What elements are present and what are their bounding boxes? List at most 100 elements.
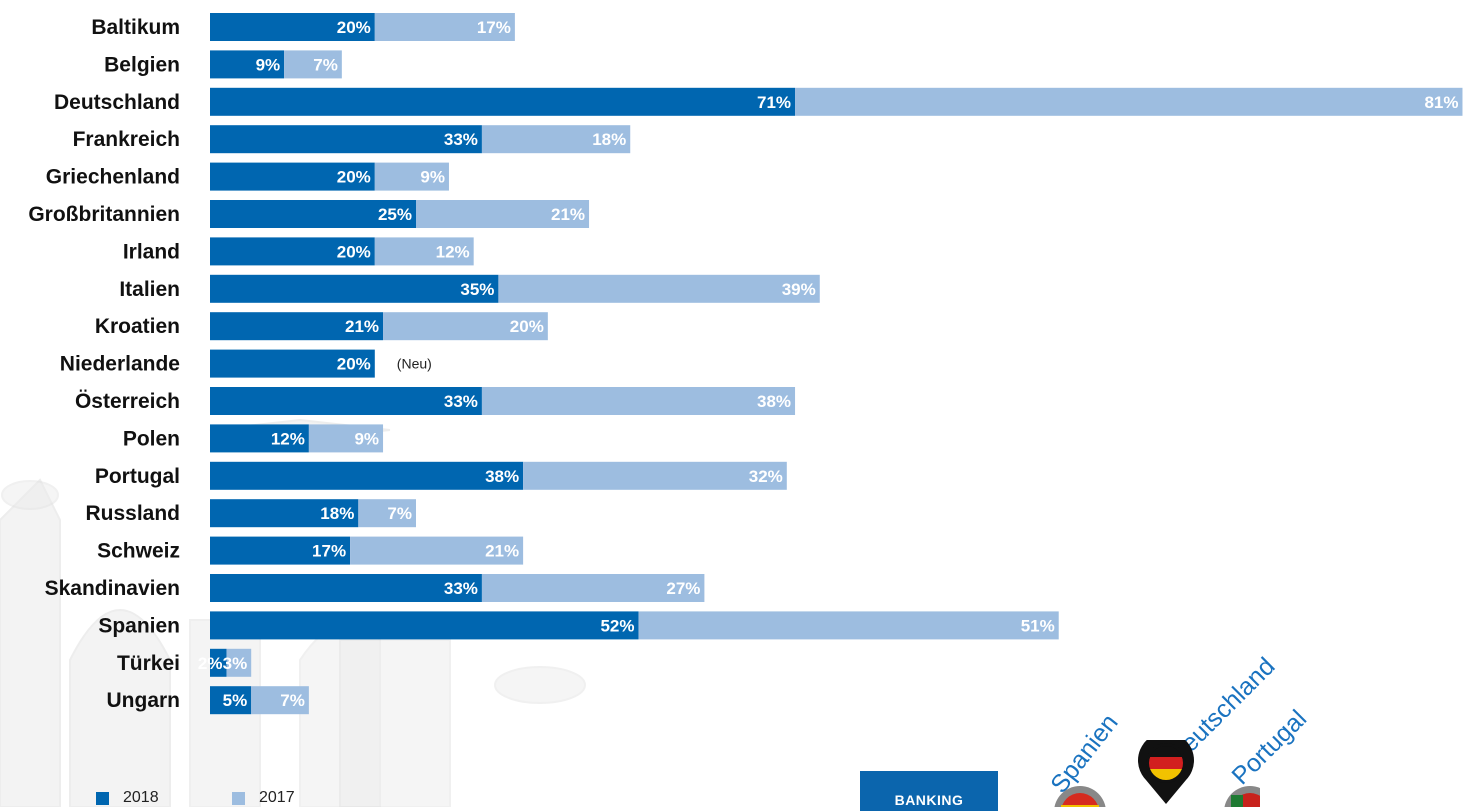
bar-2018-skandinavien xyxy=(210,574,482,602)
category-label: Deutschland xyxy=(54,91,180,114)
legend-swatch-2017 xyxy=(232,791,245,805)
bar-2017-italien xyxy=(498,274,820,303)
data-label-2018: 20% xyxy=(337,168,371,187)
category-label: Schweiz xyxy=(97,540,180,563)
bar-2017-spanien xyxy=(638,611,1059,640)
bar-2018-österreich xyxy=(210,387,482,415)
category-label: Niederlande xyxy=(60,353,180,376)
annotation-label: (Neu) xyxy=(397,356,432,372)
bar-2017-kroatien xyxy=(383,312,548,341)
data-label-2018: 71% xyxy=(757,93,791,112)
data-label-2017: 21% xyxy=(551,205,585,224)
category-label: Portugal xyxy=(95,465,180,488)
category-label: Griechenland xyxy=(46,166,180,189)
category-label: Ungarn xyxy=(107,689,181,712)
legend: 2018 2017 xyxy=(96,789,295,807)
data-label-2017: 7% xyxy=(313,55,338,74)
bar-2017-deutschland xyxy=(795,87,1463,116)
bar-2017-irland xyxy=(374,237,474,266)
data-label-2018: 20% xyxy=(337,355,371,374)
data-label-2018: 20% xyxy=(337,18,371,37)
data-label-2017: 9% xyxy=(420,168,445,187)
data-label-2017: 12% xyxy=(436,242,470,261)
data-label-2018: 33% xyxy=(444,130,478,149)
bar-2017-skandinavien xyxy=(481,574,705,602)
data-label-2017: 9% xyxy=(354,429,379,448)
data-label-2018: 52% xyxy=(600,616,634,635)
data-label-2018: 2% xyxy=(198,654,223,673)
bar-2018-griechenland xyxy=(210,162,375,191)
data-label-2017: 38% xyxy=(757,392,791,411)
bar-2017-portugal xyxy=(523,461,787,490)
bar-2018-polen xyxy=(210,424,309,453)
data-label-2018: 33% xyxy=(444,392,478,411)
ranking-pins xyxy=(1054,740,1260,807)
category-label: Russland xyxy=(85,502,180,525)
banking-label: BANKING xyxy=(894,792,964,808)
data-label-2017: 32% xyxy=(749,467,783,486)
data-label-2018: 33% xyxy=(444,579,478,598)
legend-label-2018: 2018 xyxy=(123,789,159,806)
category-label: Belgien xyxy=(104,53,180,76)
bar-2018-niederlande xyxy=(210,349,375,378)
data-label-2018: 12% xyxy=(271,429,305,448)
data-label-2017: 21% xyxy=(485,542,519,561)
bar-2018-italien xyxy=(210,274,499,303)
bar-2017-österreich xyxy=(481,387,796,415)
bar-2017-schweiz xyxy=(350,536,524,565)
data-label-2018: 25% xyxy=(378,205,412,224)
data-label-2017: 81% xyxy=(1424,93,1458,112)
category-label: Baltikum xyxy=(91,16,180,39)
category-label: Türkei xyxy=(117,652,180,675)
category-label: Spanien xyxy=(98,614,180,637)
data-label-2017: 7% xyxy=(387,504,412,523)
bar-2018-deutschland xyxy=(210,87,796,116)
bar-2017-polen xyxy=(308,424,384,453)
data-label-2018: 21% xyxy=(345,317,379,336)
bar-2017-russland xyxy=(358,499,416,528)
data-label-2017: 17% xyxy=(477,18,511,37)
pin-deutschland-icon xyxy=(1138,740,1194,804)
bar-2017-griechenland xyxy=(374,162,449,191)
category-label: Italien xyxy=(119,278,180,301)
category-label: Kroatien xyxy=(95,315,180,338)
bar-2018-türkei xyxy=(210,648,227,677)
data-label-2018: 9% xyxy=(256,55,281,74)
bar-2017-frankreich xyxy=(481,125,631,154)
data-label-2017: 3% xyxy=(223,654,248,673)
category-label: Irland xyxy=(123,240,180,263)
data-label-2017: 7% xyxy=(280,691,305,710)
legend-swatch-2018 xyxy=(96,791,109,805)
data-label-2018: 17% xyxy=(312,542,346,561)
data-label-2018: 18% xyxy=(320,504,354,523)
bar-2017-türkei xyxy=(226,648,252,677)
bar-2018-frankreich xyxy=(210,125,482,154)
bar-2018-russland xyxy=(210,499,359,528)
data-label-2017: 27% xyxy=(666,579,700,598)
bar-2017-ungarn xyxy=(251,686,309,715)
bar-2018-kroatien xyxy=(210,312,384,341)
legend-label-2017: 2017 xyxy=(259,789,295,806)
bar-2018-ungarn xyxy=(210,686,252,715)
pin-portugal-icon xyxy=(1224,786,1260,807)
bar-2018-schweiz xyxy=(210,536,351,565)
bar-2018-baltikum xyxy=(210,13,375,41)
bar-2017-belgien xyxy=(284,50,342,79)
data-label-2017: 51% xyxy=(1021,616,1055,635)
data-label-2018: 38% xyxy=(485,467,519,486)
bar-2018-portugal xyxy=(210,461,524,490)
pin-spanien-icon xyxy=(1054,786,1106,807)
data-label-2018: 20% xyxy=(337,242,371,261)
category-label: Skandinavien xyxy=(45,577,180,600)
bar-2017-baltikum xyxy=(374,13,515,41)
bar-2018-spanien xyxy=(210,611,639,640)
category-label: Frankreich xyxy=(73,128,180,151)
bar-2018-belgien xyxy=(210,50,285,79)
legend-item-2018: 2018 xyxy=(96,789,232,807)
data-label-2018: 5% xyxy=(223,691,248,710)
category-label: Österreich xyxy=(75,390,180,413)
data-label-2017: 20% xyxy=(510,317,544,336)
bar-2017-großbritannien xyxy=(416,200,590,228)
data-label-2017: 18% xyxy=(592,130,626,149)
